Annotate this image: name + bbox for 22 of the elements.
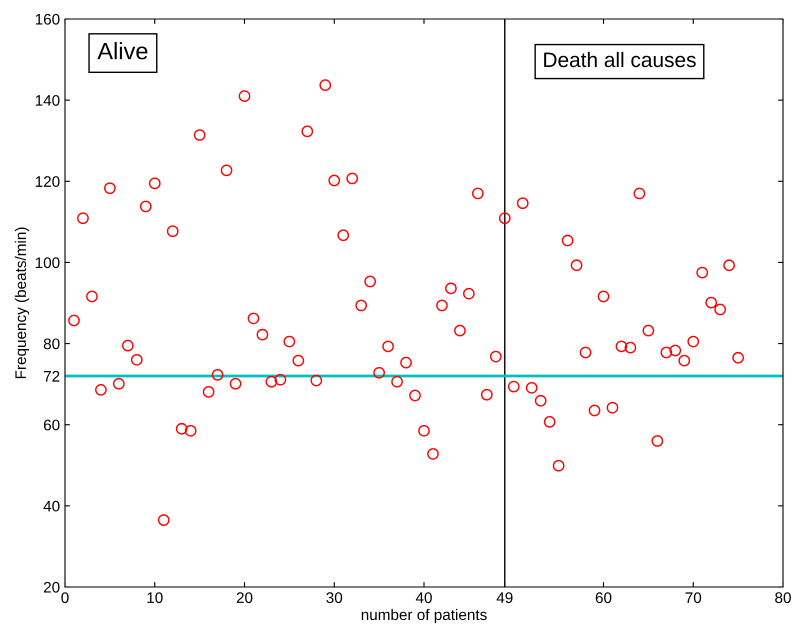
annotation: Alive (97, 42, 148, 60)
y-tick-label: 100 (36, 257, 60, 268)
y-tick-label: 72 (44, 370, 60, 382)
y-tick-label: 80 (44, 338, 60, 350)
y-tick-label: 60 (44, 420, 60, 430)
x-tick-label: 20 (236, 592, 252, 604)
y-tick-label: 160 (36, 14, 60, 25)
x-tick-label: 40 (416, 592, 432, 604)
y-tick-label: 40 (44, 500, 60, 512)
annotation: Death all causes (544, 52, 696, 68)
x-tick-label: 49 (496, 592, 513, 604)
y-axis-title: Frequency (beats/min) (14, 228, 30, 378)
x-tick-label: 0 (61, 592, 69, 604)
x-axis-title: number of patients (362, 608, 487, 624)
y-tick-label: 120 (36, 176, 60, 187)
y-tick-label: 20 (44, 582, 60, 593)
x-tick-label: 10 (147, 592, 163, 604)
x-tick-label: 80 (775, 592, 791, 604)
y-tick-label: 140 (36, 95, 60, 106)
x-tick-label: 60 (596, 592, 612, 604)
x-tick-label: 70 (686, 592, 702, 604)
x-tick-label: 30 (326, 592, 342, 604)
